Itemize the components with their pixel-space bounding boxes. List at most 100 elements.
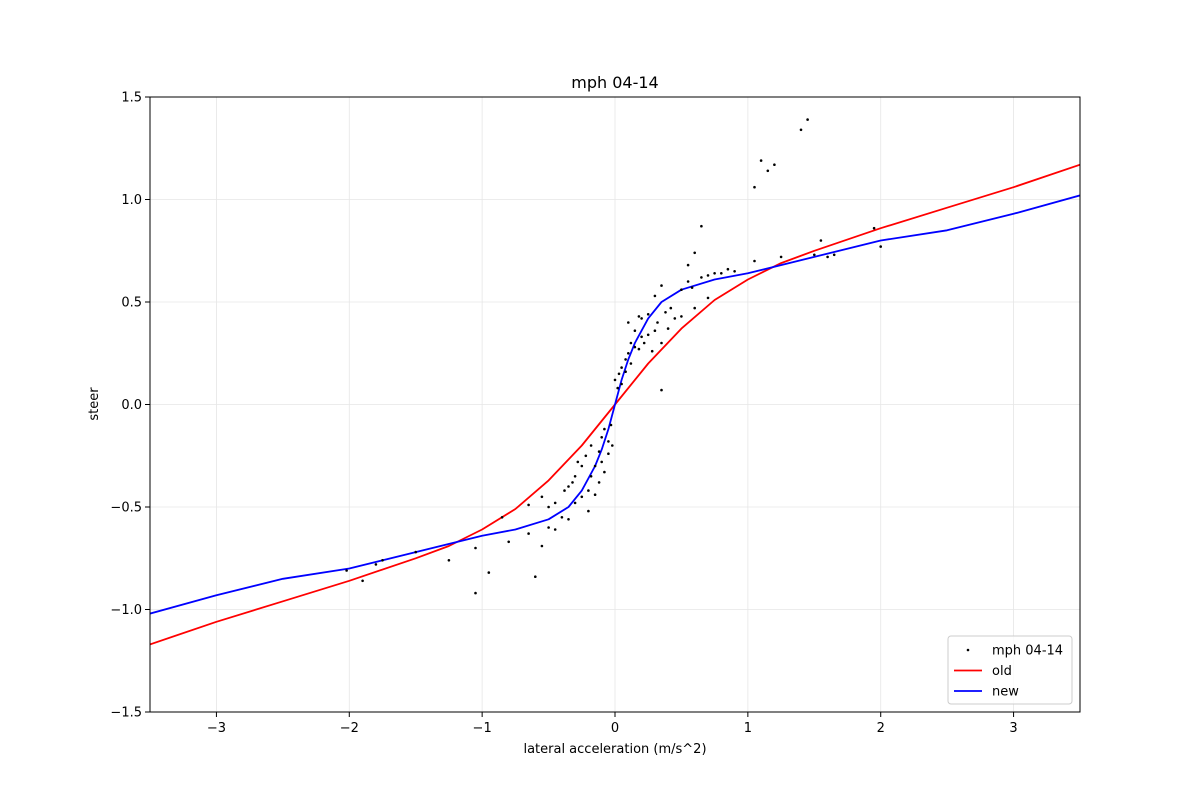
- scatter-point: [806, 118, 809, 121]
- scatter-point: [571, 481, 574, 484]
- scatter-point: [593, 464, 597, 468]
- scatter-point: [597, 450, 601, 453]
- scatter-point: [779, 255, 783, 259]
- scatter-point: [345, 569, 348, 572]
- scatter-point: [686, 280, 690, 283]
- scatter-point: [693, 306, 696, 310]
- plot-area: [150, 118, 1080, 646]
- scatter-point: [879, 245, 882, 248]
- scatter-point: [646, 333, 650, 337]
- scatter-point: [669, 306, 673, 310]
- scatter-point: [624, 370, 627, 374]
- legend: mph 04-14 old new: [947, 635, 1073, 705]
- scatter-point: [832, 253, 836, 257]
- scatter-point: [547, 505, 550, 509]
- x-tick-label: 1: [744, 721, 752, 736]
- scatter-point: [686, 263, 690, 267]
- scatter-point: [573, 501, 577, 505]
- scatter-point: [587, 509, 590, 513]
- scatter-point: [607, 452, 610, 456]
- axis-ticks: −3 −2 −1 0 1 2 3 −1.5 −1.0 −0.5 0.0 0.5 1.0 1.5: [110, 91, 1017, 737]
- x-tick-label: −2: [340, 721, 359, 736]
- scatter-point: [700, 276, 703, 279]
- scatter-point: [589, 444, 593, 447]
- scatter-point: [629, 341, 633, 345]
- x-tick-label: 0: [611, 721, 619, 736]
- scatter-point: [680, 288, 683, 292]
- scatter-point: [573, 475, 577, 478]
- scatter-point: [660, 341, 663, 345]
- legend-label: mph 04-14: [992, 644, 1063, 659]
- scatter-point: [527, 503, 530, 507]
- scatter-point: [642, 341, 646, 345]
- scatter-point: [600, 460, 603, 464]
- scatter-point: [653, 294, 657, 298]
- scatter-point: [540, 544, 544, 548]
- scatter-point: [700, 224, 703, 228]
- scatter-point: [553, 501, 557, 505]
- scatter-point: [611, 444, 614, 447]
- scatter-point: [660, 388, 663, 392]
- scatter-point: [474, 546, 477, 550]
- scatter-point: [713, 272, 716, 275]
- scatter-point: [673, 317, 677, 320]
- scatter-point: [680, 315, 683, 318]
- scatter-point: [690, 286, 694, 289]
- scatter-point: [666, 327, 670, 330]
- scatter-point: [706, 274, 710, 277]
- scatter-point: [507, 540, 511, 544]
- legend-marker-scatter: [966, 648, 970, 652]
- legend-box: [947, 635, 1073, 705]
- scatter-point: [616, 386, 619, 390]
- scatter-point: [633, 329, 637, 333]
- scatter-point: [753, 259, 756, 263]
- legend-label: new: [992, 685, 1019, 700]
- scatter-point: [589, 475, 593, 478]
- x-tick-label: −3: [207, 721, 226, 736]
- scatter-point: [580, 495, 584, 499]
- chart-title: mph 04-14: [571, 73, 658, 92]
- scatter-point: [759, 159, 763, 162]
- scatter-point: [474, 591, 477, 595]
- scatter-point: [381, 559, 384, 562]
- scatter-point: [617, 372, 621, 376]
- scatter-point: [563, 489, 566, 492]
- scatter-point: [600, 436, 603, 439]
- y-tick-label: −0.5: [110, 501, 142, 516]
- scatter-point: [650, 349, 654, 353]
- scatter-point: [597, 481, 601, 484]
- scatter-point: [819, 239, 823, 242]
- scatter-point: [693, 251, 696, 255]
- scatter-point: [664, 311, 667, 314]
- scatter-point: [706, 296, 710, 300]
- scatter-point: [720, 272, 723, 275]
- scatter-point: [361, 579, 364, 583]
- scatter-point: [613, 378, 617, 382]
- scatter-point: [374, 563, 378, 566]
- scatter-point: [633, 345, 637, 349]
- y-tick-label: −1.5: [110, 706, 142, 721]
- scatter-point: [603, 427, 606, 431]
- y-axis-label: steer: [87, 387, 102, 421]
- scatter-point: [534, 575, 537, 578]
- scatter-point: [447, 559, 451, 562]
- series-line-new: [150, 194, 1080, 615]
- scatter-point: [624, 358, 627, 361]
- scatter-point: [640, 335, 643, 339]
- scatter-point: [799, 128, 803, 132]
- y-tick-label: 0.5: [121, 296, 142, 311]
- scatter-point: [620, 366, 623, 369]
- scatter-point: [567, 485, 570, 488]
- y-tick-label: −1.0: [110, 603, 142, 618]
- scatter-point: [627, 352, 630, 355]
- scatter-point: [629, 362, 633, 365]
- x-tick-label: 2: [877, 721, 885, 736]
- scatter-point: [607, 440, 610, 443]
- scatter-point: [826, 255, 829, 259]
- scatter-point: [580, 464, 584, 468]
- scatter-point: [560, 516, 564, 519]
- scatter-point: [627, 321, 630, 324]
- x-tick-label: −1: [473, 721, 492, 736]
- scatter-point: [733, 270, 736, 273]
